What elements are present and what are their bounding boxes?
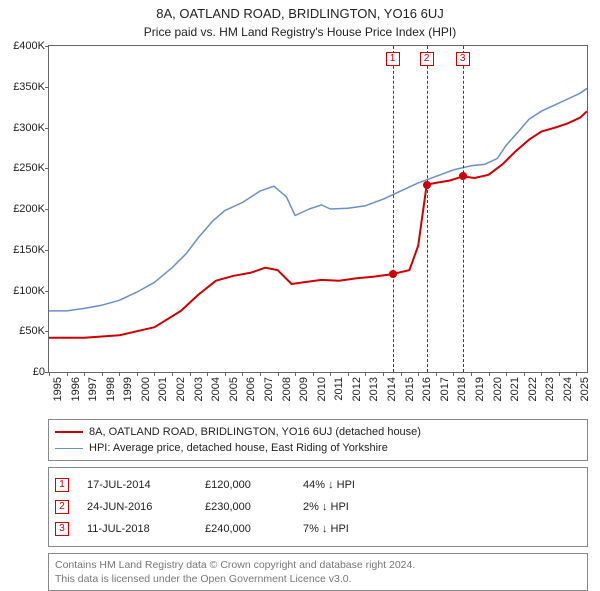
event-date: 11-JUL-2018 [87, 518, 187, 540]
x-axis-label: 2022 [527, 377, 539, 401]
x-axis-label: 1998 [105, 377, 117, 401]
event-price: £240,000 [205, 518, 285, 540]
x-axis-label: 2012 [351, 377, 363, 401]
y-axis-label: £250K [9, 162, 49, 174]
x-axis-label: 1997 [87, 377, 99, 401]
x-axis-label: 2013 [368, 377, 380, 401]
y-axis-label: £350K [9, 81, 49, 93]
data-marker-dot [423, 181, 431, 189]
chart-subtitle: Price paid vs. HM Land Registry's House … [6, 25, 594, 39]
x-axis-label: 2003 [193, 377, 205, 401]
x-axis-label: 2011 [333, 377, 345, 401]
x-axis-label: 2008 [281, 377, 293, 401]
y-axis-label: £100K [9, 285, 49, 297]
event-row: 3 11-JUL-2018 £240,000 7% ↓ HPI [55, 518, 581, 540]
event-pct: 7% ↓ HPI [303, 518, 383, 540]
x-axis-label: 2010 [316, 377, 328, 401]
y-axis-label: £300K [9, 122, 49, 134]
x-axis-label: 2001 [157, 377, 169, 401]
x-axis-label: 2014 [386, 377, 398, 401]
x-axis-label: 2004 [210, 377, 222, 401]
event-row: 2 24-JUN-2016 £230,000 2% ↓ HPI [55, 496, 581, 518]
x-axis-labels: 1995 1996 1997 1998 1999 2000 2001 2002 2003 2004… [48, 373, 588, 413]
event-marker: 2 [55, 500, 69, 514]
x-axis-label: 2023 [544, 377, 556, 401]
data-marker-dot [389, 270, 397, 278]
event-price: £120,000 [205, 474, 285, 496]
x-axis-label: 2025 [579, 377, 591, 401]
x-axis-label: 2005 [228, 377, 240, 401]
legend-label: 8A, OATLAND ROAD, BRIDLINGTON, YO16 6UJ … [89, 424, 421, 440]
event-pct: 44% ↓ HPI [303, 474, 383, 496]
event-date: 24-JUN-2016 [87, 496, 187, 518]
x-axis-label: 2007 [263, 377, 275, 401]
y-axis-label: £150K [9, 244, 49, 256]
event-price: £230,000 [205, 496, 285, 518]
event-vline [463, 46, 464, 372]
x-axis-label: 2009 [298, 377, 310, 401]
footer-line: This data is licensed under the Open Gov… [55, 572, 581, 586]
x-axis-label: 2020 [492, 377, 504, 401]
x-axis-label: 2019 [474, 377, 486, 401]
event-marker-box: 2 [420, 52, 434, 66]
event-vline [393, 46, 394, 372]
y-axis-label: £400K [9, 40, 49, 52]
y-axis-label: £0 [9, 366, 49, 378]
x-axis-label: 2002 [175, 377, 187, 401]
legend: 8A, OATLAND ROAD, BRIDLINGTON, YO16 6UJ … [48, 419, 588, 461]
x-axis-label: 1996 [70, 377, 82, 401]
x-axis-label: 2021 [509, 377, 521, 401]
y-axis-label: £50K [9, 325, 49, 337]
event-date: 17-JUL-2014 [87, 474, 187, 496]
event-vline [427, 46, 428, 372]
data-marker-dot [459, 172, 467, 180]
footer-line: Contains HM Land Registry data © Crown c… [55, 558, 581, 572]
legend-row: 8A, OATLAND ROAD, BRIDLINGTON, YO16 6UJ … [55, 424, 581, 440]
event-marker-box: 3 [456, 52, 470, 66]
y-axis-label: £200K [9, 203, 49, 215]
x-axis-label: 2016 [421, 377, 433, 401]
chart-container: 8A, OATLAND ROAD, BRIDLINGTON, YO16 6UJ … [0, 0, 600, 590]
x-axis-label: 2006 [245, 377, 257, 401]
legend-row: HPI: Average price, detached house, East… [55, 440, 581, 456]
x-axis-label: 1999 [122, 377, 134, 401]
event-marker-box: 1 [386, 52, 400, 66]
event-marker: 3 [55, 522, 69, 536]
x-axis-label: 1995 [52, 377, 64, 401]
legend-swatch [55, 448, 83, 449]
x-axis-label: 2017 [439, 377, 451, 401]
legend-label: HPI: Average price, detached house, East… [89, 440, 388, 456]
event-row: 1 17-JUL-2014 £120,000 44% ↓ HPI [55, 474, 581, 496]
event-marker: 1 [55, 478, 69, 492]
footer: Contains HM Land Registry data © Crown c… [48, 553, 588, 591]
x-axis-label: 2015 [404, 377, 416, 401]
x-axis-label: 2000 [140, 377, 152, 401]
chart-title: 8A, OATLAND ROAD, BRIDLINGTON, YO16 6UJ [6, 6, 594, 21]
x-axis-label: 2018 [456, 377, 468, 401]
events-table: 1 17-JUL-2014 £120,000 44% ↓ HPI 2 24-JU… [48, 467, 588, 547]
chart-lines-svg [49, 46, 587, 372]
x-axis-label: 2024 [562, 377, 574, 401]
legend-swatch [55, 431, 83, 433]
plot-area: £0£50K£100K£150K£200K£250K£300K£350K£400… [48, 45, 588, 373]
event-pct: 2% ↓ HPI [303, 496, 383, 518]
